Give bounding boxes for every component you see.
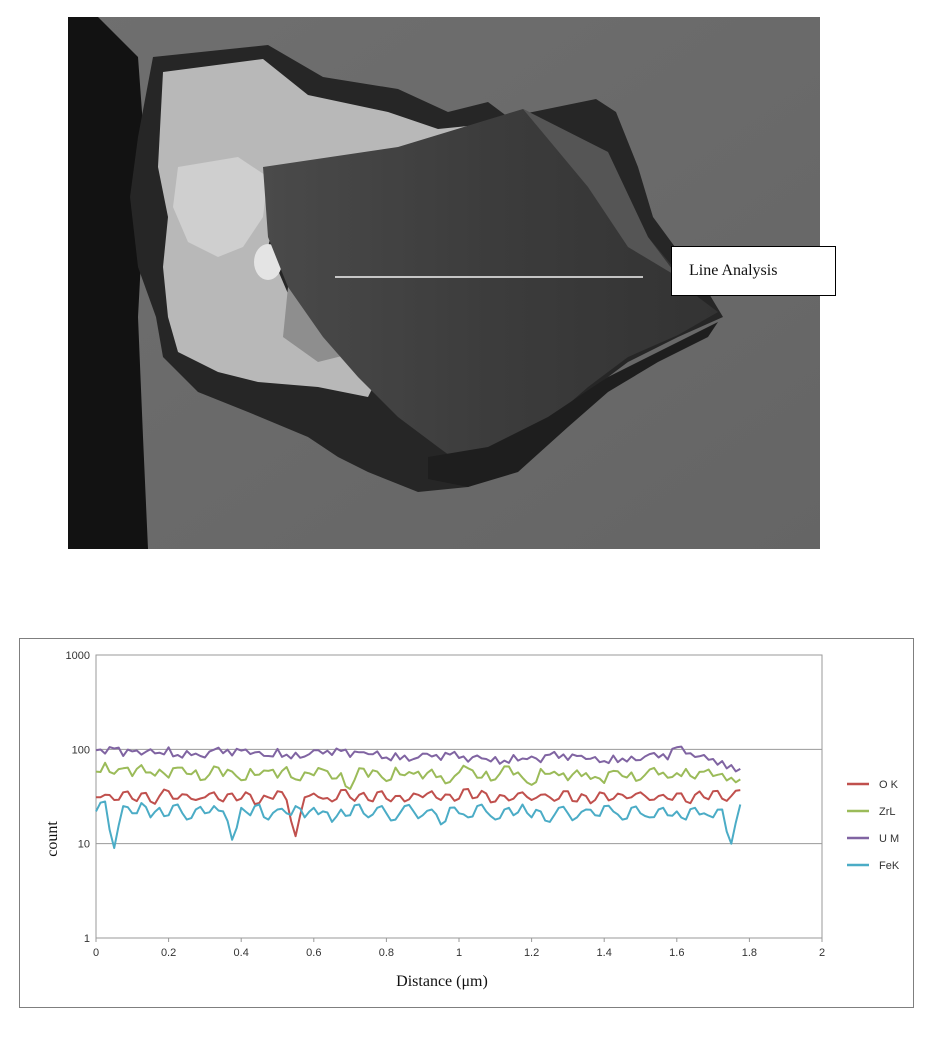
x-tick-label: 0.4: [234, 947, 249, 959]
y-tick-label: 1: [84, 933, 90, 945]
bright-phase-inner: [173, 157, 268, 257]
legend-label: FeK: [879, 860, 900, 872]
x-tick-label: 2: [819, 947, 825, 959]
y-ticks: 1 10 100 1000: [66, 650, 90, 945]
x-tick-label: 1.2: [524, 947, 539, 959]
series-line-fek: [95, 800, 742, 849]
x-tick-label: 0.6: [306, 947, 321, 959]
x-tick-label: 0.2: [161, 947, 176, 959]
prism-facet: [523, 109, 678, 277]
y-tick-label: 100: [72, 744, 90, 756]
legend-label: U M: [879, 833, 899, 845]
left-dark-edge: [68, 17, 148, 549]
x-tick-label: 0: [93, 947, 99, 959]
x-tick-label: 1.8: [742, 947, 757, 959]
y-tick-label: 10: [78, 839, 90, 851]
sem-micrograph: [68, 17, 820, 549]
series-line-um: [95, 745, 741, 773]
legend-label: ZrL: [879, 806, 896, 818]
x-tick-label: 1: [456, 947, 462, 959]
bottom-rim: [428, 322, 718, 487]
line-analysis-callout: Line Analysis: [671, 246, 836, 296]
y-axis-title: count: [44, 821, 61, 857]
x-tick-label: 0.8: [379, 947, 394, 959]
chart-frame: [19, 638, 914, 1008]
x-axis-title: Distance (μm): [396, 973, 488, 990]
series-lines: [95, 745, 742, 849]
series-line-ok: [96, 788, 741, 838]
x-ticks: 0 0.2 0.4 0.6 0.8 1 1.2 1.4 1.6 1.8 2: [93, 938, 825, 959]
line-chart: 1 10 100 1000 0 0.2 0.4 0.6 0.8 1 1.2 1.4 1.6 1.8 2 O…: [44, 650, 900, 990]
x-tick-label: 1.6: [669, 947, 684, 959]
legend: O K ZrL U M FeK: [847, 779, 900, 872]
y-tick-label: 1000: [66, 650, 90, 662]
x-tick-label: 1.4: [597, 947, 612, 959]
series-line-zrl: [95, 761, 741, 790]
legend-label: O K: [879, 779, 899, 791]
